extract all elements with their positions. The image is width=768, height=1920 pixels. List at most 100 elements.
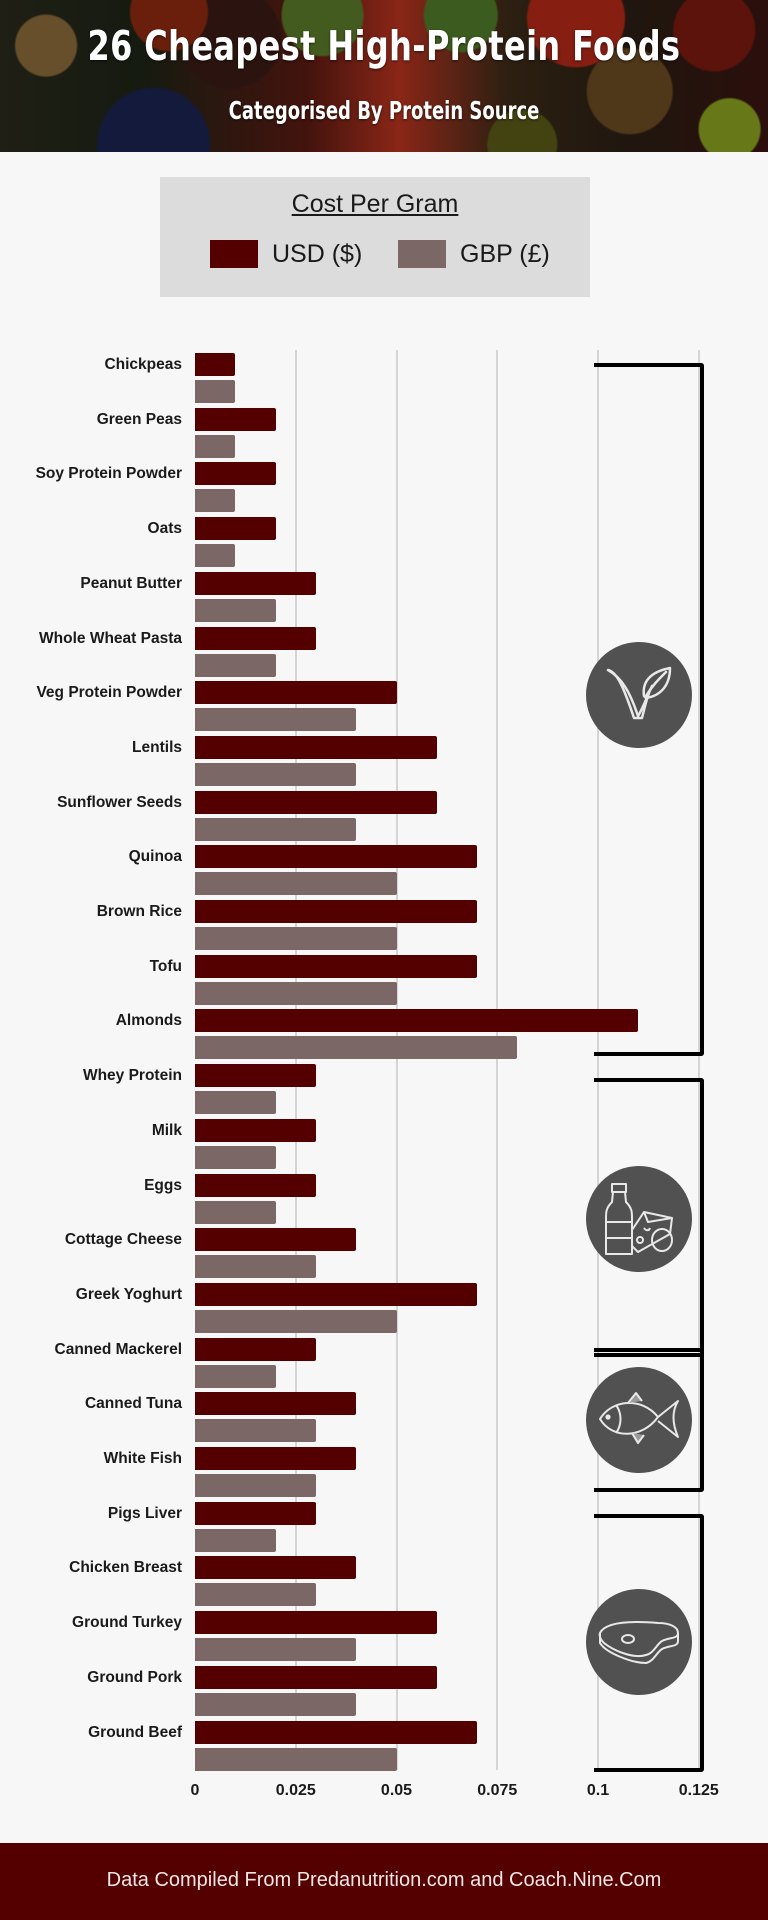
chart-row: Ground Turkey bbox=[0, 1598, 768, 1662]
fish-bracket bbox=[594, 1348, 704, 1492]
chart-row: Chickpeas bbox=[0, 340, 768, 403]
usd-bar bbox=[195, 1556, 357, 1580]
category-label: Milk bbox=[151, 1121, 182, 1139]
usd-bar bbox=[195, 681, 397, 705]
category-label: Canned Tuna bbox=[84, 1395, 182, 1413]
chart-row: Greek Yoghurt bbox=[0, 1270, 768, 1333]
x-tick-label: 0.05 bbox=[380, 1782, 413, 1799]
chart-row: Sunflower Seeds bbox=[0, 778, 768, 841]
category-label: Eggs bbox=[144, 1176, 182, 1194]
chart-row: Whole Wheat Pasta bbox=[0, 614, 768, 677]
chart-row: Quinoa bbox=[0, 832, 768, 896]
fish-icon bbox=[586, 1367, 692, 1473]
meat-bracket bbox=[594, 1514, 704, 1772]
usd-bar bbox=[195, 1665, 437, 1689]
gridline bbox=[496, 350, 499, 1770]
usd-bar bbox=[195, 1173, 316, 1197]
chart-row: Brown Rice bbox=[0, 887, 768, 950]
gbp-bar bbox=[195, 380, 236, 403]
gbp-bar bbox=[195, 1145, 276, 1169]
chart-row: Chicken Breast bbox=[0, 1543, 768, 1607]
usd-bar bbox=[195, 790, 437, 814]
gbp-bar bbox=[195, 1309, 397, 1333]
usd-bar bbox=[195, 571, 316, 595]
gbp-bar bbox=[195, 1638, 357, 1662]
chart-row: Milk bbox=[0, 1106, 768, 1169]
category-label: Soy Protein Powder bbox=[35, 465, 182, 483]
category-label: Oats bbox=[147, 520, 182, 538]
chart-row: Pigs Liver bbox=[0, 1489, 768, 1552]
chart-row: Green Peas bbox=[0, 395, 768, 458]
usd-bar bbox=[195, 1501, 316, 1525]
chart-row: Veg Protein Powder bbox=[0, 668, 768, 732]
usd-bar bbox=[195, 1447, 357, 1470]
x-tick-label: 0.075 bbox=[477, 1782, 518, 1799]
category-label: Tofu bbox=[149, 957, 182, 975]
category-label: White Fish bbox=[103, 1450, 182, 1467]
gbp-bar bbox=[195, 981, 397, 1005]
x-tick-label: 0.1 bbox=[586, 1782, 610, 1799]
gbp-bar bbox=[195, 653, 276, 677]
gbp-bar bbox=[195, 1419, 316, 1443]
usd-bar bbox=[195, 900, 478, 923]
chart-row: Ground Pork bbox=[0, 1653, 768, 1716]
gbp-bar bbox=[195, 708, 357, 732]
bar-chart: Chickpeas Green Peas Soy Protein Powder Oat… bbox=[0, 340, 768, 1799]
category-label: Whey Protein bbox=[82, 1067, 182, 1085]
footer: Data Compiled From Predanutrition.com an… bbox=[0, 1843, 768, 1920]
gbp-bar bbox=[195, 1364, 276, 1388]
chart-row: Almonds bbox=[0, 996, 768, 1060]
chart-row: Tofu bbox=[0, 942, 768, 1005]
header-banner: 26 Cheapest High-Protein Foods Categoris… bbox=[0, 0, 768, 152]
category-label: Pigs Liver bbox=[107, 1504, 182, 1522]
chart-row: Oats bbox=[0, 504, 768, 568]
gridline bbox=[697, 350, 700, 1770]
steak-icon bbox=[586, 1589, 692, 1695]
gbp-bar bbox=[195, 817, 357, 841]
legend-item-usd: USD ($) bbox=[210, 239, 362, 269]
gbp-bar bbox=[195, 1583, 316, 1607]
category-label: Brown Rice bbox=[96, 903, 182, 920]
gbp-bar bbox=[195, 1091, 276, 1115]
category-label: Quinoa bbox=[128, 848, 182, 866]
chart-row: White Fish bbox=[0, 1434, 768, 1497]
dairy-bracket bbox=[594, 1078, 704, 1357]
legend-label-usd: USD ($) bbox=[272, 239, 363, 268]
category-label: Chickpeas bbox=[104, 356, 182, 373]
usd-bar bbox=[195, 407, 276, 431]
gbp-bar bbox=[195, 489, 236, 513]
gbp-bar bbox=[195, 1474, 316, 1497]
usd-bar bbox=[195, 626, 316, 650]
chart-row: Eggs bbox=[0, 1161, 768, 1224]
chart-row: Canned Mackerel bbox=[0, 1325, 768, 1388]
usd-bar bbox=[195, 1009, 639, 1033]
usd-bar bbox=[195, 1228, 357, 1252]
chart-row: Peanut Butter bbox=[0, 559, 768, 622]
gridline bbox=[294, 350, 297, 1770]
usd-bar bbox=[195, 1720, 478, 1744]
usd-bar bbox=[195, 845, 478, 869]
page-subtitle: Categorised By Protein Source bbox=[228, 96, 540, 125]
usd-bar bbox=[195, 1282, 478, 1306]
gbp-bar bbox=[195, 1692, 357, 1716]
plant-bracket bbox=[594, 363, 704, 1056]
legend-item-gbp: GBP (£) bbox=[398, 239, 550, 269]
gbp-bar bbox=[195, 544, 236, 568]
gbp-bar bbox=[195, 1200, 276, 1224]
usd-bar bbox=[195, 954, 478, 978]
category-label: Chicken Breast bbox=[69, 1559, 182, 1577]
usd-bar bbox=[195, 1611, 437, 1635]
x-tick-label: 0.025 bbox=[275, 1782, 316, 1799]
chart-row: Lentils bbox=[0, 723, 768, 786]
gbp-bar bbox=[195, 762, 357, 786]
gbp-bar bbox=[195, 1036, 518, 1060]
gbp-bar bbox=[195, 598, 276, 622]
usd-bar bbox=[195, 353, 236, 376]
gbp-bar bbox=[195, 1528, 276, 1552]
gbp-bar bbox=[195, 1747, 397, 1771]
usd-bar bbox=[195, 517, 276, 541]
x-tick-label: 0.125 bbox=[678, 1782, 719, 1799]
usd-bar bbox=[195, 1064, 316, 1088]
category-label: Greek Yoghurt bbox=[75, 1285, 182, 1303]
category-label: Almonds bbox=[115, 1012, 182, 1030]
